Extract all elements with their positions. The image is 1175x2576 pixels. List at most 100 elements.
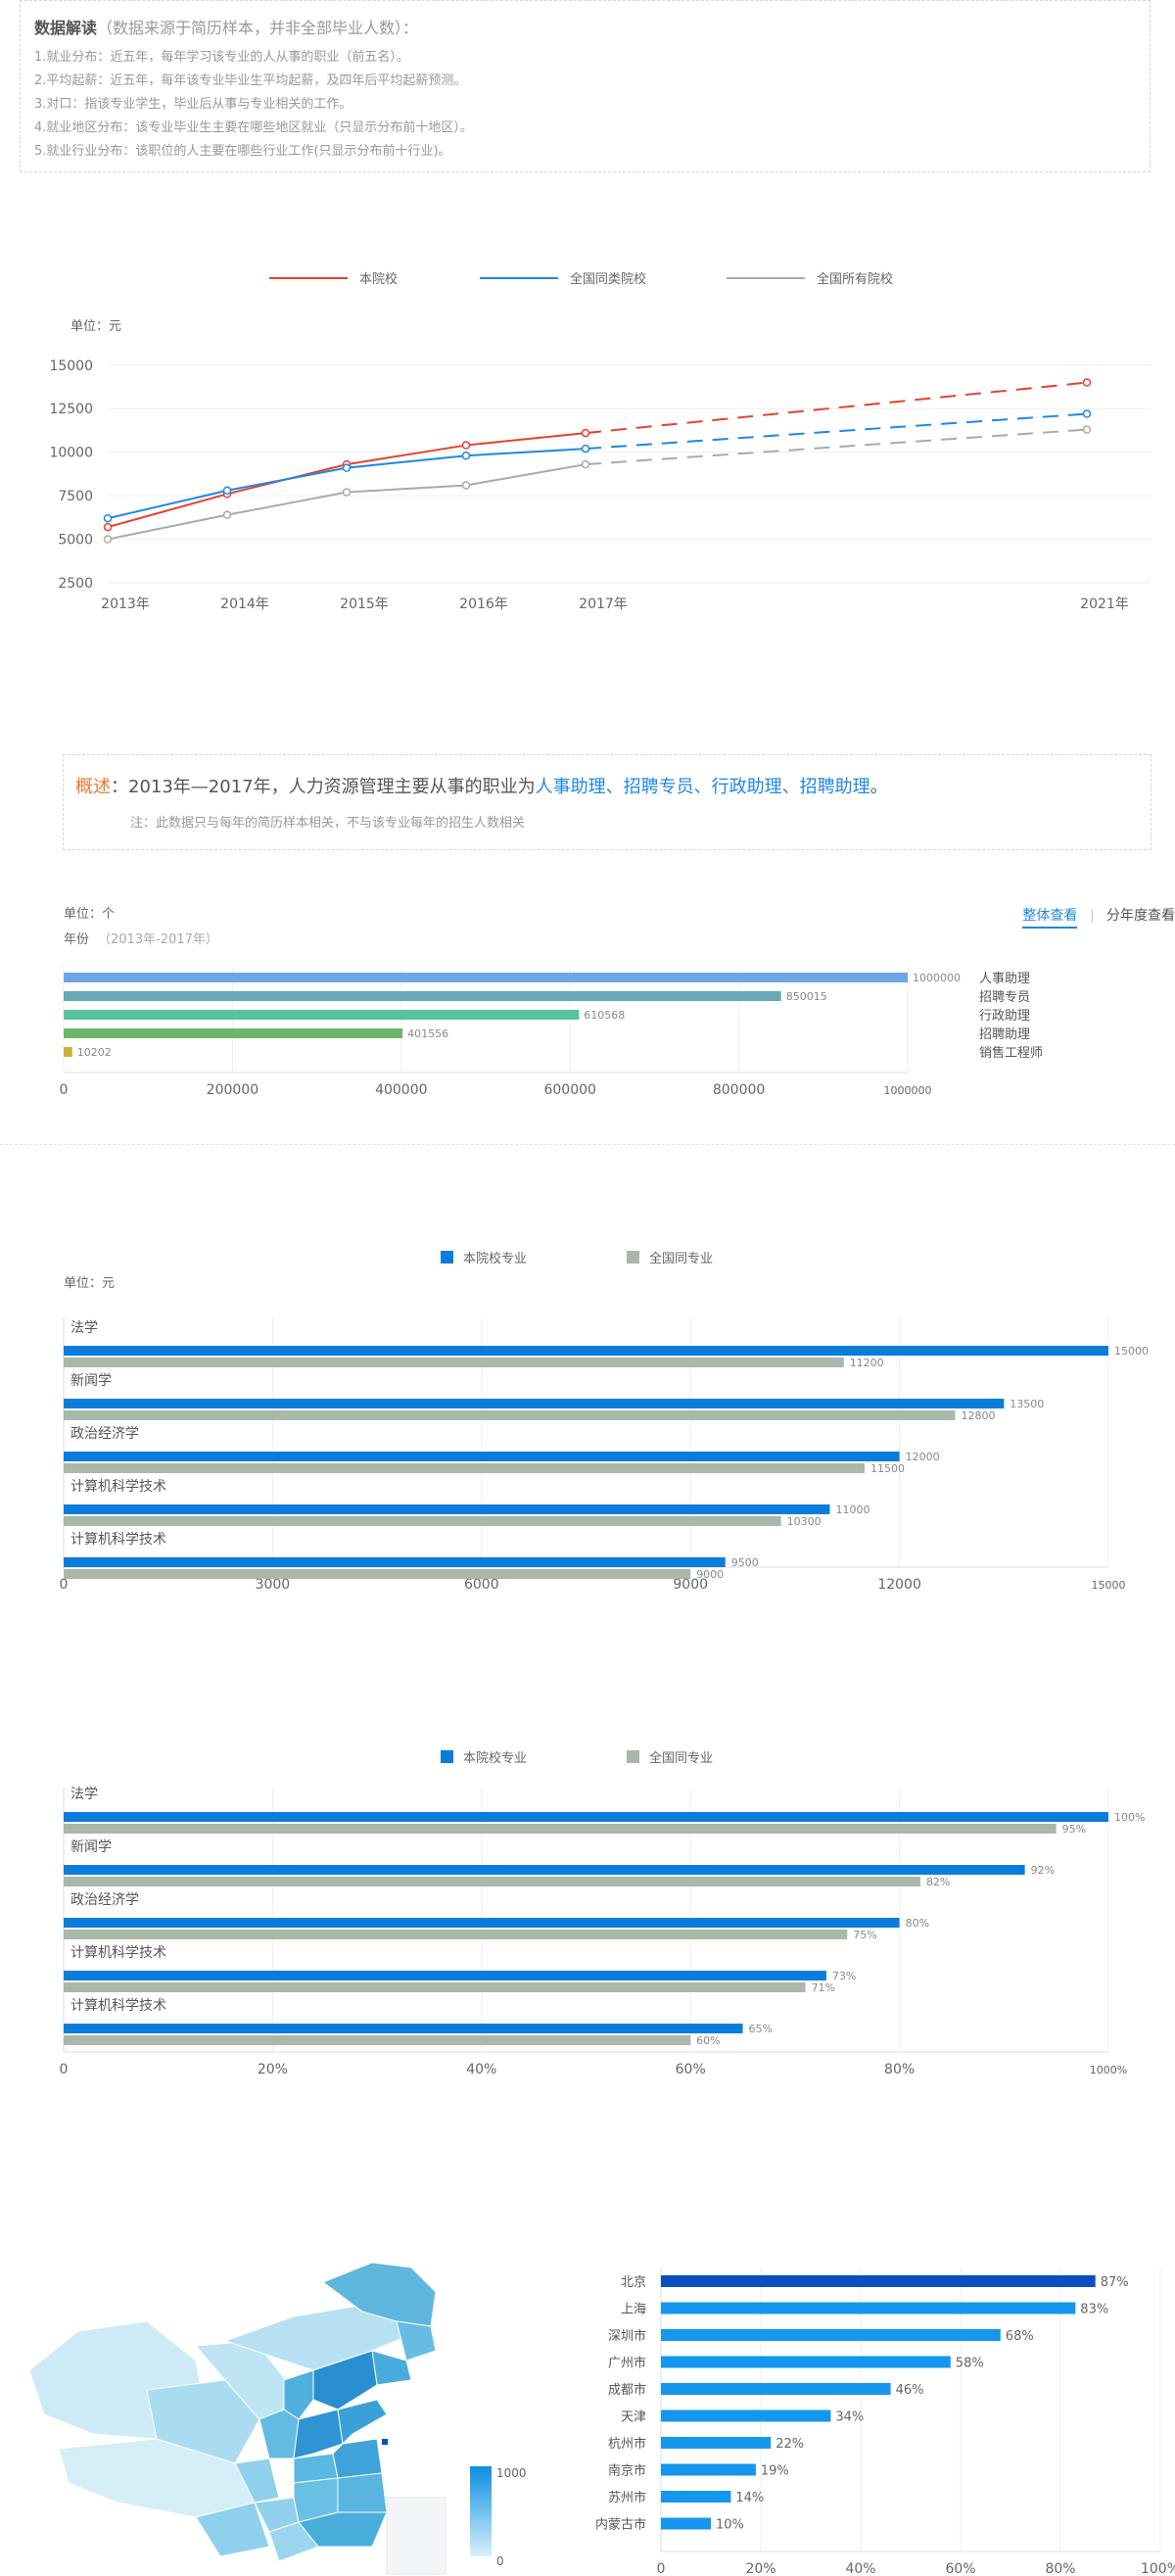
- x-tick-label: 0: [60, 1082, 69, 1098]
- legend-swatch: [441, 1251, 453, 1264]
- x-tick-label: 2013年: [101, 596, 150, 612]
- data-label: 60%: [696, 2034, 720, 2047]
- summary-job: 人事助理: [535, 777, 606, 797]
- bar: [661, 2356, 951, 2368]
- legend-label: 本院校专业: [463, 1251, 527, 1266]
- data-point: [461, 481, 471, 490]
- notes-heading: 数据解读（数据来源于简历样本，并非全部毕业人数）：: [34, 15, 1136, 38]
- y-tick-label: 5000: [58, 533, 93, 549]
- summary-job: 招聘助理: [799, 777, 870, 797]
- bar: [64, 991, 781, 1001]
- category-label: 计算机科学技术: [70, 1998, 166, 2014]
- bar: [661, 2383, 891, 2395]
- bar: [64, 1516, 781, 1526]
- x-tick-label: 100%: [1141, 2561, 1175, 2576]
- data-label: 87%: [1101, 2275, 1129, 2290]
- y-tick-label: 7500: [58, 489, 93, 504]
- category-label: 深圳市: [608, 2328, 646, 2344]
- projection-line: [585, 428, 1088, 466]
- x-tick-label: 20%: [258, 2062, 288, 2077]
- major-match-chart: 本院校专业 全国同专业 0 20% 40% 60% 80% 1000% 法学 100% 95% 新闻学…: [60, 1750, 1145, 2077]
- bar: [64, 1982, 806, 1992]
- henan-region: [293, 2409, 344, 2459]
- data-label: 71%: [812, 1981, 835, 1994]
- summary-label: 概述: [75, 777, 111, 797]
- y-tick-label: 15000: [49, 358, 93, 374]
- category-label: 新闻学: [70, 1839, 112, 1855]
- bar: [64, 2024, 743, 2033]
- y-axis-label: 单位：元: [70, 319, 121, 334]
- data-point: [461, 441, 471, 450]
- sublabel: 年份: [64, 932, 89, 947]
- legend-label: 本院校专业: [463, 1750, 527, 1766]
- data-point: [581, 428, 590, 438]
- x-tick-label: 2017年: [579, 596, 628, 612]
- bar: [661, 2409, 831, 2422]
- bar: [661, 2329, 1001, 2341]
- tab-yearly[interactable]: 分年度查看: [1106, 908, 1175, 924]
- data-point: [103, 522, 113, 532]
- legend-label: 全国同类院校: [570, 271, 646, 287]
- shanghai-marker: [382, 2439, 388, 2445]
- sublabel-range: （2013年-2017年）: [98, 932, 218, 947]
- y-tick-label: 2500: [58, 576, 93, 592]
- category-label: 内蒙古市: [595, 2517, 646, 2533]
- data-label: 22%: [776, 2437, 804, 2452]
- category-label: 上海: [621, 2303, 646, 2317]
- summary-job: 招聘专员: [623, 777, 694, 797]
- bar: [64, 1865, 1025, 1875]
- job-distribution-chart: 单位：个年份 （2013年-2017年） 0 200000 400000 600000 80…: [60, 907, 1043, 1098]
- data-label: 83%: [1080, 2303, 1108, 2317]
- x-tick-label: 40%: [845, 2561, 875, 2576]
- x-tick-label: 15000: [1092, 1579, 1126, 1592]
- bar: [661, 2302, 1076, 2314]
- category-label: 计算机科学技术: [70, 1479, 166, 1495]
- x-tick-label: 40%: [466, 2062, 496, 2077]
- data-label: 100%: [1114, 1811, 1145, 1824]
- category-label: 新闻学: [70, 1373, 112, 1389]
- data-label: 401556: [407, 1027, 448, 1040]
- data-label: 10202: [77, 1046, 112, 1059]
- notes-panel: 数据解读（数据来源于简历样本，并非全部毕业人数）： 1.就业分布：近五年，每年学…: [20, 0, 1151, 172]
- legend-swatch: [627, 1750, 639, 1763]
- data-label: 68%: [1006, 2329, 1034, 2344]
- bar: [64, 973, 908, 982]
- region-distribution-chart: 0 20% 40% 60% 80% 100% 北京 87% 上海 83% 深圳市 68% 广州市 58% 成…: [595, 2267, 1175, 2576]
- bar: [64, 2035, 691, 2045]
- x-tick-label: 20%: [745, 2561, 776, 2576]
- bar: [661, 2463, 756, 2476]
- notes-subtitle: （数据来源于简历样本，并非全部毕业人数）：: [97, 19, 419, 37]
- x-tick-label: 0: [657, 2561, 666, 2576]
- legend-label: 本院校: [359, 271, 398, 287]
- data-label: 34%: [835, 2410, 864, 2425]
- data-point: [222, 510, 232, 519]
- x-tick-label: 0: [60, 1577, 69, 1593]
- visual-map-max: 1000: [496, 2466, 527, 2480]
- data-label: 65%: [749, 2023, 773, 2035]
- category-label: 苏州市: [608, 2490, 646, 2505]
- data-point: [581, 444, 590, 453]
- x-tick-label: 600000: [543, 1082, 595, 1098]
- summary-sep: 、: [605, 777, 624, 797]
- data-point: [1082, 409, 1092, 418]
- x-tick-label: 2021年: [1080, 596, 1129, 612]
- data-label: 11200: [850, 1357, 884, 1369]
- x-tick-label: 80%: [1045, 2561, 1075, 2576]
- data-point: [461, 451, 471, 460]
- x-tick-label: 200000: [207, 1082, 258, 1098]
- tab-overall[interactable]: 整体查看: [1022, 908, 1078, 929]
- bar: [64, 1824, 1057, 1834]
- data-label: 14%: [735, 2491, 764, 2505]
- bar: [64, 1463, 866, 1473]
- category-label: 南京市: [608, 2463, 646, 2479]
- china-map: 1000 0: [28, 2262, 527, 2575]
- data-label: 80%: [906, 1917, 929, 1930]
- category-label: 天津: [621, 2410, 646, 2425]
- bar: [661, 2437, 772, 2449]
- bar: [661, 2517, 711, 2530]
- data-label: 610568: [584, 1009, 625, 1022]
- heilongjiang-region: [321, 2262, 437, 2327]
- x-tick-label: 3000: [256, 1577, 291, 1593]
